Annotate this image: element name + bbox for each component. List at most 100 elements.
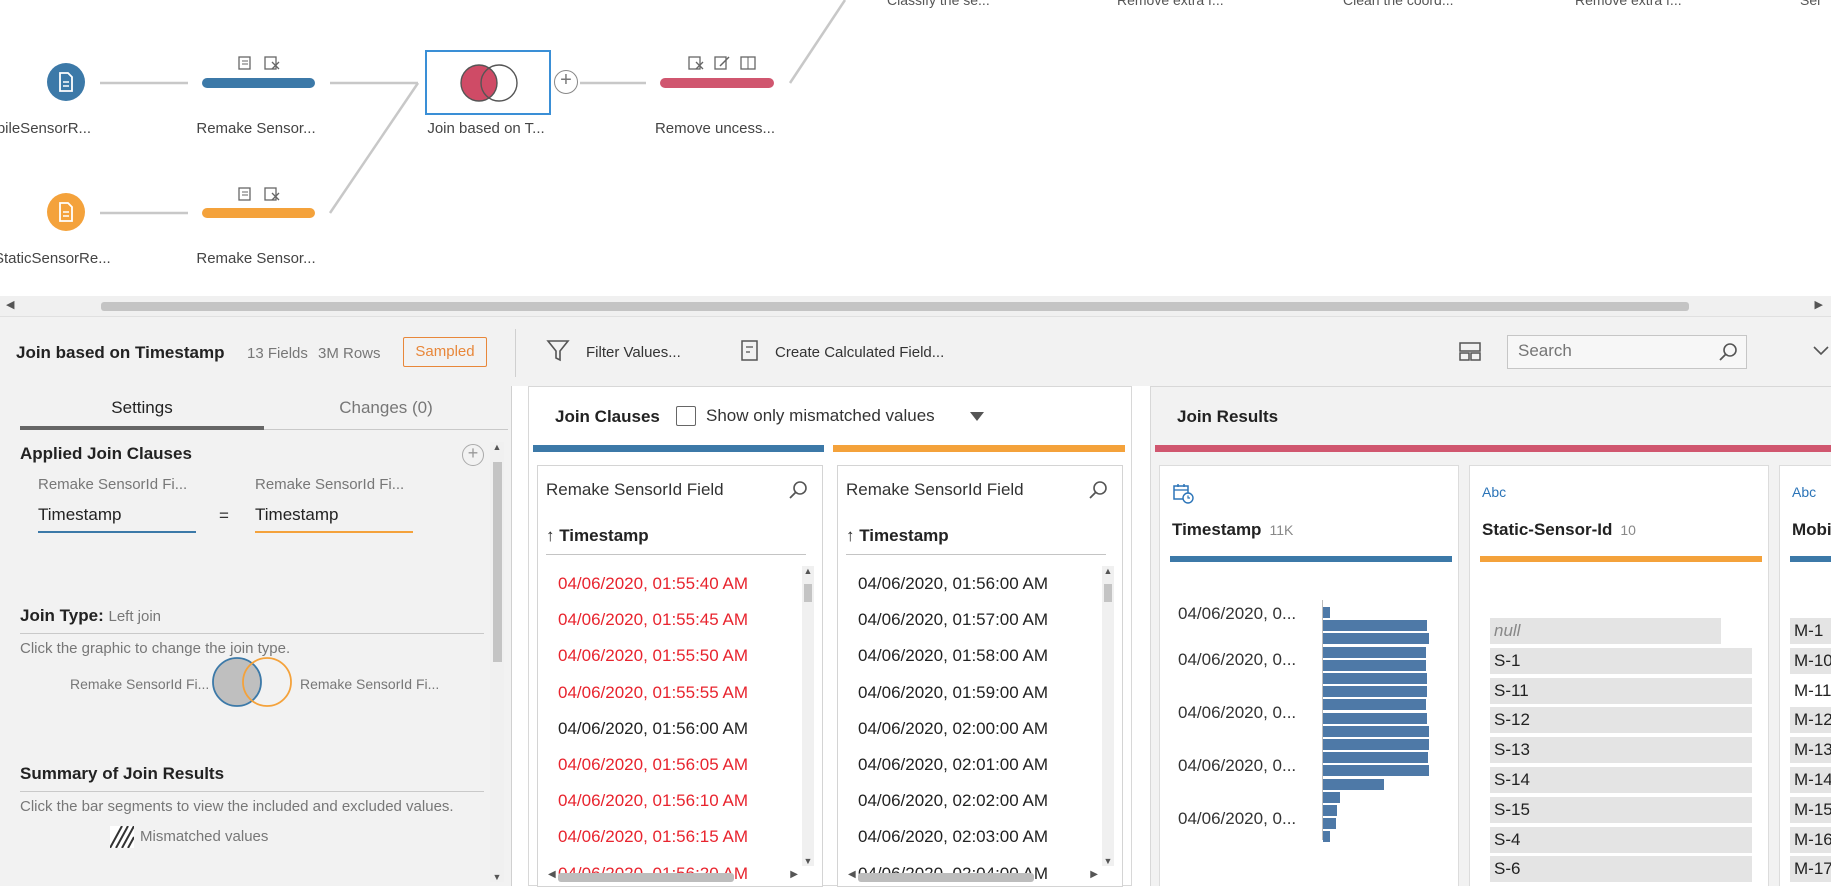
static-value-row[interactable]: S-12 (1490, 707, 1752, 733)
mobile-field-name[interactable]: Mobil (1792, 520, 1831, 540)
clean-step-bottom[interactable] (202, 208, 315, 218)
tab-settings[interactable]: Settings (20, 398, 264, 430)
search-icon[interactable] (1718, 342, 1738, 362)
mobile-value-row[interactable]: M-13 (1790, 737, 1831, 763)
histogram-bar[interactable] (1323, 831, 1330, 842)
mobile-value-row[interactable]: M-10 (1790, 648, 1831, 674)
search-input[interactable] (1508, 336, 1708, 366)
sampled-badge[interactable]: Sampled (403, 337, 487, 367)
histogram-bar[interactable] (1323, 765, 1429, 776)
search-icon[interactable] (1088, 480, 1108, 500)
histogram-bar[interactable] (1323, 805, 1337, 816)
scroll-up-icon[interactable]: ▲ (802, 566, 814, 576)
static-value-row[interactable]: S-1 (1490, 648, 1752, 674)
right-clause-field[interactable]: Timestamp (255, 505, 413, 533)
mobile-value-row[interactable]: M-14 (1790, 767, 1831, 793)
histogram-bar[interactable] (1323, 752, 1428, 763)
right-value-row[interactable]: 04/06/2020, 02:01:00 AM (858, 747, 1094, 783)
left-field-header[interactable]: ↑ Timestamp (546, 526, 806, 555)
filter-values-button[interactable]: Filter Values... (586, 344, 681, 361)
clean-step-top[interactable] (202, 78, 315, 88)
scrollbar-thumb[interactable] (493, 462, 502, 662)
histogram-bar[interactable] (1323, 818, 1336, 829)
static-value-row[interactable]: S-4 (1490, 827, 1752, 853)
canvas-horizontal-scrollbar[interactable]: ◀ ▶ (0, 296, 1831, 316)
left-value-row[interactable]: 04/06/2020, 01:55:45 AM (558, 602, 794, 638)
right-value-row[interactable]: 04/06/2020, 01:56:00 AM (858, 566, 1094, 602)
histogram-bar[interactable] (1323, 607, 1330, 618)
join-step-label[interactable]: Join based on T... (427, 120, 544, 137)
add-step-icon[interactable]: + (554, 70, 578, 94)
right-value-row[interactable]: 04/06/2020, 01:57:00 AM (858, 602, 1094, 638)
left-clause-field[interactable]: Timestamp (38, 505, 196, 533)
static-value-row[interactable]: S-6 (1490, 856, 1752, 882)
mobile-value-row[interactable]: M-16 (1790, 827, 1831, 853)
histogram-bar[interactable] (1323, 633, 1429, 644)
scroll-right-icon[interactable]: ▶ (790, 869, 798, 880)
static-value-row[interactable]: S-13 (1490, 737, 1752, 763)
input-static-node[interactable] (47, 193, 85, 231)
scroll-left-icon[interactable]: ◀ (848, 869, 856, 880)
mobile-value-row[interactable]: M-11 (1790, 678, 1831, 704)
flow-top-label[interactable]: Remove extra f... (1117, 0, 1224, 8)
histogram-bar[interactable] (1323, 673, 1427, 684)
histogram-bar[interactable] (1323, 660, 1426, 671)
scroll-left-icon[interactable]: ◀ (548, 869, 556, 880)
flow-canvas[interactable]: Classify the se... Remove extra f... Cle… (0, 0, 1831, 296)
right-value-row[interactable]: 04/06/2020, 01:58:00 AM (858, 638, 1094, 674)
histogram-bar[interactable] (1323, 647, 1426, 658)
mismatch-checkbox[interactable] (676, 406, 696, 426)
clean-top-label[interactable]: Remake Sensor... (196, 120, 315, 137)
settings-vertical-scrollbar[interactable]: ▲ ▼ (490, 442, 504, 882)
right-value-row[interactable]: 04/06/2020, 01:59:00 AM (858, 675, 1094, 711)
remove-step-label[interactable]: Remove uncess... (655, 120, 775, 137)
right-value-row[interactable]: 04/06/2020, 02:02:00 AM (858, 783, 1094, 819)
search-field[interactable] (1507, 335, 1747, 369)
join-step-node[interactable] (425, 50, 551, 115)
left-value-row[interactable]: 04/06/2020, 01:55:40 AM (558, 566, 794, 602)
mobile-sensor-profile-card[interactable]: Abc Mobil M-1M-10M-11M-12M-13M-14M-15M-1… (1779, 465, 1831, 886)
list-vertical-scrollbar[interactable]: ▲ ▼ (1102, 566, 1114, 866)
layout-toggle-icon[interactable] (1458, 338, 1482, 364)
scroll-up-icon[interactable]: ▲ (490, 442, 504, 452)
static-value-row[interactable]: S-11 (1490, 678, 1752, 704)
left-value-row[interactable]: 04/06/2020, 01:55:55 AM (558, 675, 794, 711)
left-value-row[interactable]: 04/06/2020, 01:56:15 AM (558, 819, 794, 855)
list-horizontal-scrollbar[interactable]: ◀ ▶ (848, 868, 1098, 886)
scrollbar-thumb[interactable] (804, 584, 812, 602)
mobile-value-row[interactable]: M-1 (1790, 618, 1831, 644)
search-icon[interactable] (788, 480, 808, 500)
clean-bottom-label[interactable]: Remake Sensor... (196, 250, 315, 267)
flow-top-label[interactable]: Remove extra f... (1575, 0, 1682, 8)
static-value-row[interactable]: null (1490, 618, 1721, 644)
scrollbar-thumb[interactable] (101, 302, 1689, 311)
input-mobile-label[interactable]: MobileSensorR... (0, 120, 91, 137)
histogram-bar[interactable] (1323, 686, 1427, 697)
mobile-value-row[interactable]: M-17 (1790, 856, 1831, 882)
right-field-header[interactable]: ↑ Timestamp (846, 526, 1106, 555)
right-value-row[interactable]: 04/06/2020, 02:00:00 AM (858, 711, 1094, 747)
left-value-row[interactable]: 04/06/2020, 01:56:00 AM (558, 711, 794, 747)
equals-operator[interactable]: = (219, 506, 229, 526)
histogram-bar[interactable] (1323, 739, 1429, 750)
static-value-row[interactable]: S-15 (1490, 797, 1752, 823)
left-value-row[interactable]: 04/06/2020, 01:55:50 AM (558, 638, 794, 674)
histogram-bar[interactable] (1323, 620, 1427, 631)
scroll-up-icon[interactable]: ▲ (1102, 566, 1114, 576)
list-horizontal-scrollbar[interactable]: ◀ ▶ (548, 868, 798, 886)
create-calculated-field-button[interactable]: Create Calculated Field... (775, 344, 944, 361)
flow-top-label[interactable]: Classify the se... (887, 0, 990, 8)
histogram-bar[interactable] (1323, 792, 1340, 803)
add-join-clause-button[interactable]: + (462, 444, 484, 466)
scroll-left-icon[interactable]: ◀ (6, 298, 14, 311)
input-mobile-node[interactable] (47, 63, 85, 101)
flow-top-label[interactable]: Clean the coord... (1343, 0, 1454, 8)
join-type-venn[interactable] (206, 654, 298, 710)
tab-changes[interactable]: Changes (0) (264, 398, 508, 430)
scroll-down-icon[interactable]: ▼ (802, 856, 814, 866)
scroll-right-icon[interactable]: ▶ (1090, 869, 1098, 880)
collapse-chevron-icon[interactable] (1812, 345, 1830, 357)
